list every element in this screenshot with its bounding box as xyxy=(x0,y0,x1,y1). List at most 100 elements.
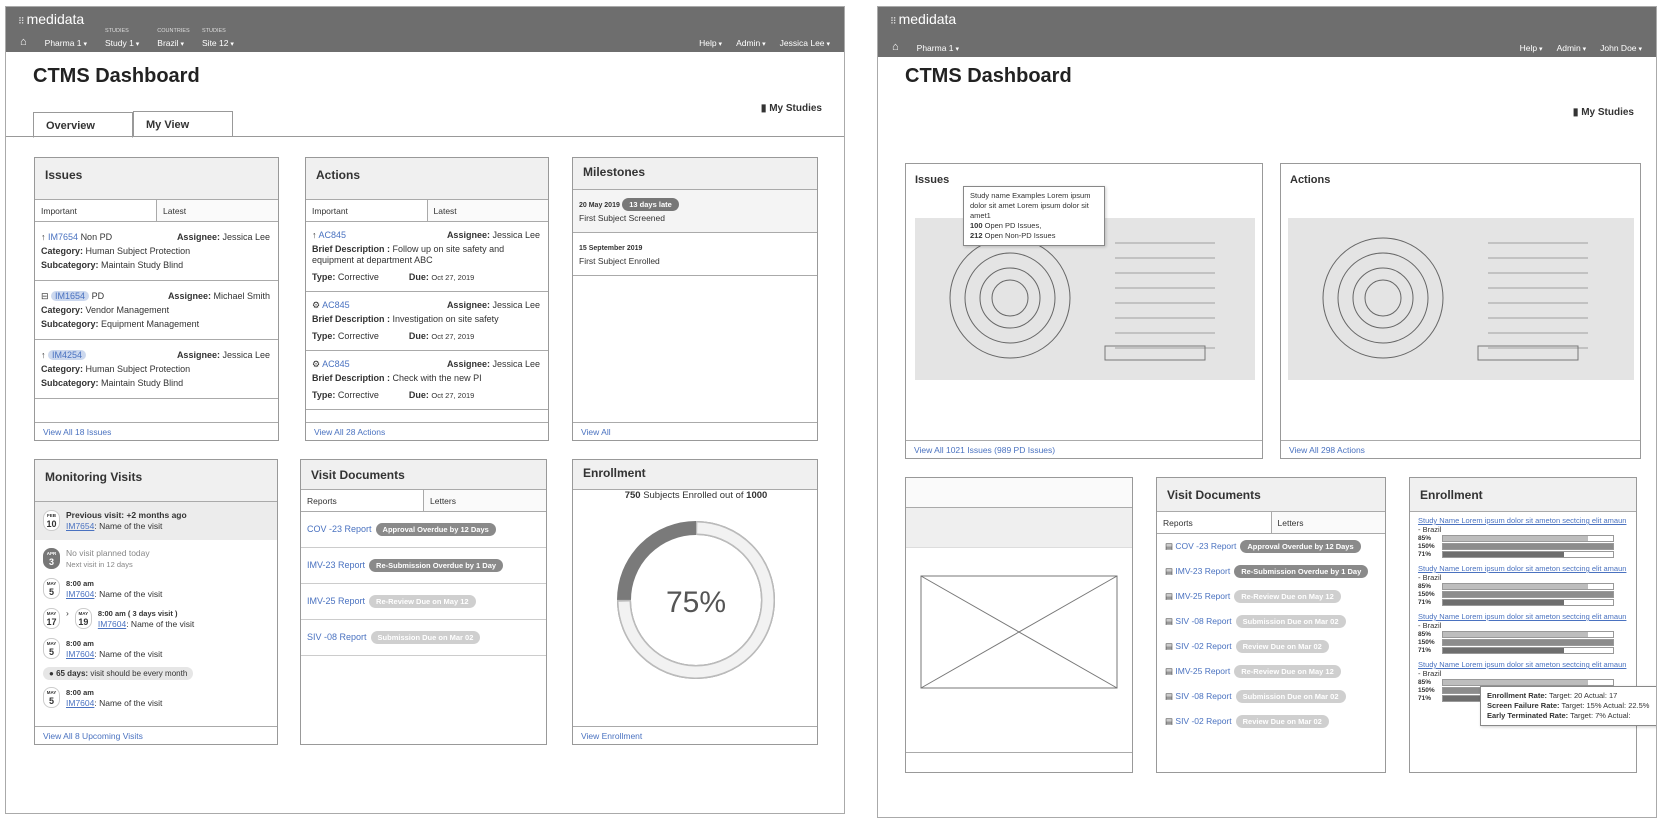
nav-item[interactable]: Brazil COUNTRIES xyxy=(157,28,189,48)
issues-card: Issues Study name Examples Lorem ipsum do… xyxy=(905,163,1263,459)
date-chip: MAY 19 xyxy=(74,608,92,629)
document-link[interactable]: SIV -02 Report xyxy=(1175,641,1232,651)
bar-row: 150% xyxy=(1418,542,1628,550)
issue-id[interactable]: IM7654 xyxy=(48,232,79,242)
document-row: ▤ SIV -02 Report Review Due on Mar 02 xyxy=(1157,634,1385,659)
bar-fill xyxy=(1443,583,1588,589)
nav-item[interactable]: Site 12 STUDIES xyxy=(202,28,234,48)
card-footer-link[interactable]: View All 8 Upcoming Visits xyxy=(35,726,277,744)
page-tab[interactable]: My View xyxy=(133,111,233,137)
status-pill: Review Due on Mar 02 xyxy=(1235,640,1329,653)
card-footer-link[interactable]: View All xyxy=(573,422,817,440)
field-value: Equipment Management xyxy=(101,319,200,329)
card-tab[interactable]: Letters xyxy=(1271,512,1385,533)
visit-id[interactable]: IM7604 xyxy=(66,698,95,708)
card-tab[interactable]: Letters xyxy=(424,490,546,511)
tooltip-line: 212 Open Non-PD Issues xyxy=(970,231,1098,241)
card-footer-link[interactable]: View All 1021 Issues (989 PD Issues) xyxy=(906,440,1262,458)
document-link[interactable]: SIV -02 Report xyxy=(1175,716,1232,726)
card-tab[interactable]: Important xyxy=(35,200,157,221)
bar-label: 85% xyxy=(1418,534,1432,542)
study-link[interactable]: Study Name Lorem ipsum dolor sit ameton … xyxy=(1418,516,1627,525)
study-link[interactable]: Study Name Lorem ipsum dolor sit ameton … xyxy=(1418,612,1627,621)
document-link[interactable]: SIV -08 Report xyxy=(1175,616,1232,626)
nav-right-item[interactable]: Help xyxy=(1520,43,1543,53)
document-link[interactable]: SIV -08 Report xyxy=(1175,691,1232,701)
study-country: - Brazil xyxy=(1418,525,1442,534)
nav-item[interactable]: Study 1 STUDIES xyxy=(105,28,139,48)
nav-item[interactable]: Pharma 1 xyxy=(45,38,87,48)
status-pill: Submission Due on Mar 02 xyxy=(1235,615,1346,628)
card-footer-link[interactable]: View All 28 Actions xyxy=(306,422,548,440)
visit-id[interactable]: IM7604 xyxy=(97,619,127,629)
issue-id[interactable]: IM4254 xyxy=(48,350,87,360)
note-bold: 65 days: xyxy=(56,669,89,678)
visit-id[interactable]: IM7604 xyxy=(66,649,95,659)
card-header: Milestones xyxy=(573,158,817,190)
document-link[interactable]: IMV-25 Report xyxy=(1175,591,1231,601)
visit-id[interactable]: IM7654 xyxy=(66,521,95,531)
visit-row: MAY 5 8:00 am IM7604: Name of the visit xyxy=(35,683,277,713)
nav-right-item[interactable]: Admin xyxy=(1557,43,1587,53)
document-link[interactable]: SIV -08 Report xyxy=(307,632,367,642)
document-link[interactable]: IMV-25 Report xyxy=(307,596,366,606)
document-link[interactable]: COV -23 Report xyxy=(1175,541,1237,551)
status-pill: Review Due on Mar 02 xyxy=(1235,715,1329,728)
document-link[interactable]: IMV-23 Report xyxy=(1175,566,1231,576)
field-row: Brief Description : Check with the new P… xyxy=(312,373,542,384)
issues-card: Issues Important Latest ↑ IM7654 Non PD Assi… xyxy=(34,157,279,441)
document-link[interactable]: IMV-25 Report xyxy=(1175,666,1231,676)
page-tab[interactable]: Overview xyxy=(33,112,133,138)
card-tab[interactable]: Important xyxy=(306,200,428,221)
home-icon[interactable] xyxy=(892,41,899,53)
assignee-name: Jessica Lee xyxy=(222,232,270,242)
study-link[interactable]: Study Name Lorem ipsum dolor sit ameton … xyxy=(1418,564,1627,573)
card-tab[interactable]: Reports xyxy=(1157,512,1272,533)
card-footer-link[interactable]: View All 18 Issues xyxy=(35,422,278,440)
home-icon[interactable] xyxy=(20,36,27,48)
card-footer-link[interactable]: View All 298 Actions xyxy=(1281,440,1640,458)
action-id[interactable]: AC845 xyxy=(318,230,347,240)
visit-text: 8:00 am IM7604: Name of the visit xyxy=(66,578,162,600)
my-studies-link[interactable]: My Studies xyxy=(761,103,822,114)
milestone-date: 15 September 2019 xyxy=(579,241,811,255)
nav-right-item[interactable]: Admin xyxy=(736,38,766,48)
study-link[interactable]: Study Name Lorem ipsum dolor sit ameton … xyxy=(1418,660,1627,669)
nav-right-item[interactable]: Help xyxy=(699,38,722,48)
note-text: visit should be every month xyxy=(90,669,188,678)
visit-time: 8:00 am xyxy=(66,579,94,588)
document-row: ▤ IMV-23 Report Re-Submission Overdue by … xyxy=(1157,559,1385,584)
today-line2: Next visit in 12 days xyxy=(66,560,133,569)
due-date: Oct 27, 2019 xyxy=(431,332,475,341)
document-link[interactable]: IMV-23 Report xyxy=(307,560,366,570)
bar-label: 85% xyxy=(1418,678,1432,686)
field-value: Vendor Management xyxy=(85,305,170,315)
due: Due: Oct 27, 2019 xyxy=(409,331,474,341)
issue-head: ↑ IM4254 Assignee: Jessica Lee xyxy=(41,350,270,360)
action-id[interactable]: AC845 xyxy=(322,359,350,369)
card-tab[interactable]: Latest xyxy=(427,200,548,221)
visit-text: 8:00 am IM7604: Name of the visit xyxy=(66,687,162,709)
assignee: Assignee: Jessica Lee xyxy=(447,357,540,371)
document-link[interactable]: COV -23 Report xyxy=(307,524,372,534)
visit-row: MAY 5 8:00 am IM7604: Name of the visit xyxy=(35,634,277,664)
my-studies-link[interactable]: My Studies xyxy=(1573,107,1634,118)
field-row: Category: Vendor Management xyxy=(41,303,272,317)
late-badge: 13 days late xyxy=(622,198,679,211)
issue-id[interactable]: IM1654 xyxy=(51,291,90,301)
field-label: Type: xyxy=(312,272,336,282)
field-label: Brief Description : xyxy=(312,314,391,324)
card-tab[interactable]: Reports xyxy=(301,490,424,511)
card-footer-link[interactable]: View Enrollment xyxy=(573,726,817,744)
card-tab[interactable]: Latest xyxy=(157,200,278,221)
nav-item[interactable]: Pharma 1 xyxy=(917,43,959,53)
bar-track xyxy=(1442,638,1614,646)
visit-id[interactable]: IM7604 xyxy=(66,589,95,599)
nav-right-item[interactable]: John Doe xyxy=(1600,43,1642,53)
nav-right: Help Admin John Doe xyxy=(1520,43,1642,53)
action-id[interactable]: AC845 xyxy=(322,300,350,310)
nav-right-item[interactable]: Jessica Lee xyxy=(780,38,830,48)
field-label: Subcategory: xyxy=(41,260,99,270)
nav-right: Help Admin Jessica Lee xyxy=(699,38,830,48)
issue-item: ⊟ IM1654 PD Assignee: Michael Smith Catego… xyxy=(35,281,278,340)
